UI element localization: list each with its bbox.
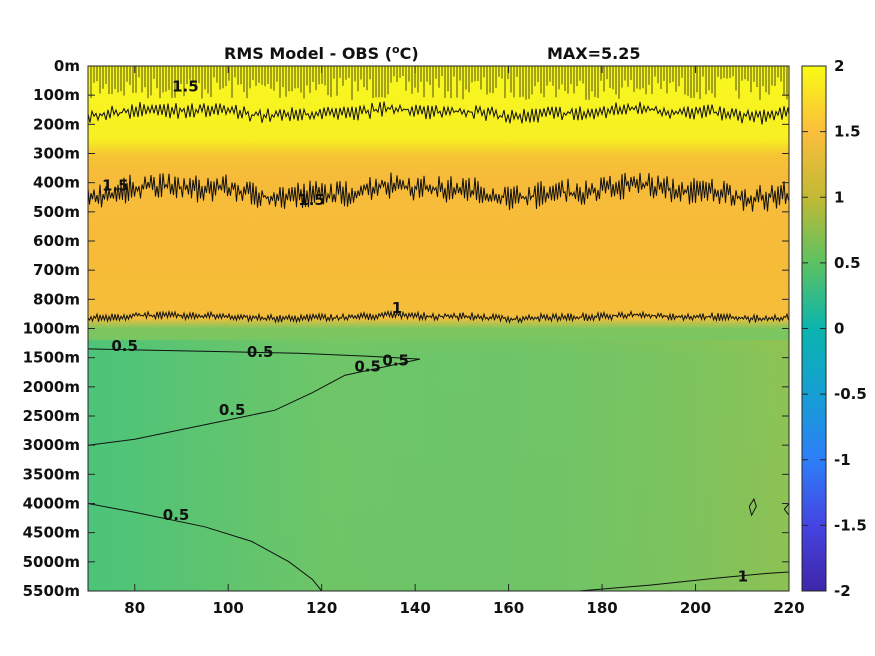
colorbar-tick-label: 1.5 xyxy=(834,123,861,141)
y-tick-label: 0m xyxy=(54,57,80,75)
y-tick-label: 1500m xyxy=(23,349,80,367)
y-tick-label: 5000m xyxy=(23,553,80,571)
colorbar-tick-label: 0.5 xyxy=(834,254,861,272)
y-tick-label: 2000m xyxy=(23,378,80,396)
contour-label: 0.5 xyxy=(163,506,190,524)
contour-1.5-mid xyxy=(88,172,789,212)
contour-label: 0.5 xyxy=(247,343,274,361)
x-tick-label: 140 xyxy=(399,599,430,617)
y-tick-label: 2500m xyxy=(23,407,80,425)
contour-label: 0.5 xyxy=(111,337,138,355)
contour-label: 1.5 xyxy=(102,177,129,195)
contour-1.5-shallow xyxy=(88,101,789,125)
contour-0.5-lower xyxy=(88,503,323,591)
y-axis: 0m 100m 200m 300m 400m 500m 600m 700m 800m 1000m 1… xyxy=(23,57,789,600)
y-tick-label: 800m xyxy=(33,290,80,308)
y-tick-label: 100m xyxy=(33,86,80,104)
colorbar-tick-label: 0 xyxy=(834,320,844,338)
chart-title: RMS Model - OBS (oC) xyxy=(224,43,419,63)
contour-labels: 1.51.51.510.5 0.50.5 0.50.50.51 xyxy=(102,77,748,585)
contour-label: 0.5 xyxy=(219,401,246,419)
y-tick-label: 300m xyxy=(33,145,80,163)
y-tick-label: 600m xyxy=(33,232,80,250)
contour-0.5-upper xyxy=(88,348,420,360)
y-tick-label: 200m xyxy=(33,115,80,133)
contour-label: 1 xyxy=(392,299,402,317)
x-tick-label: 180 xyxy=(586,599,617,617)
contour-label: 1 xyxy=(738,567,748,585)
colorbar-tick-label: 1 xyxy=(834,188,844,206)
contour-1.0-bottom xyxy=(578,571,789,591)
y-tick-label: 400m xyxy=(33,174,80,192)
x-tick-label: 80 xyxy=(124,599,145,617)
contour-label: 0.5 xyxy=(382,352,409,370)
contour-lines xyxy=(88,66,789,591)
colorbar-tick-label: -2 xyxy=(834,582,851,600)
y-tick-label: 3000m xyxy=(23,436,80,454)
x-tick-label: 200 xyxy=(680,599,711,617)
title-unit: C) xyxy=(400,44,419,63)
colorbar-tick-label: 2 xyxy=(834,57,844,75)
contour-label: 1.5 xyxy=(172,77,199,95)
plot-area: 1.51.51.510.5 0.50.5 0.50.50.51 xyxy=(87,65,790,592)
y-tick-label: 4000m xyxy=(23,495,80,513)
x-tick-label: 120 xyxy=(306,599,337,617)
colorbar-tick-label: -1 xyxy=(834,451,851,469)
y-tick-label: 700m xyxy=(33,261,80,279)
heatmap-deep-shading xyxy=(88,340,789,591)
contour-0.5-diagonal xyxy=(88,358,420,446)
y-tick-label: 1000m xyxy=(23,320,80,338)
contour-label: 0.5 xyxy=(354,357,381,375)
colorbar-tick-label: -1.5 xyxy=(834,516,867,534)
surface-streaks xyxy=(88,66,788,100)
x-tick-label: 220 xyxy=(773,599,804,617)
y-tick-label: 500m xyxy=(33,203,80,221)
colorbar: 2 1.5 1 0.5 0 -0.5 -1 -1.5 -2 xyxy=(801,57,867,600)
y-tick-label: 3500m xyxy=(23,465,80,483)
x-axis: 80 100 120 140 160 180 200 220 xyxy=(124,66,805,617)
x-tick-label: 100 xyxy=(213,599,244,617)
colorbar-tick-label: -0.5 xyxy=(834,385,867,403)
y-tick-label: 5500m xyxy=(23,582,80,600)
contour-1.0-island-b xyxy=(783,503,789,516)
contour-1.0-island-a xyxy=(748,497,757,517)
max-annotation: MAX=5.25 xyxy=(547,44,641,63)
colorbar-ticks: 2 1.5 1 0.5 0 -0.5 -1 -1.5 -2 xyxy=(802,57,867,600)
x-tick-label: 160 xyxy=(493,599,524,617)
title-superscript: o xyxy=(392,43,400,56)
contour-label: 1.5 xyxy=(298,191,325,209)
contour-1.0-mid xyxy=(88,309,789,325)
y-tick-label: 4500m xyxy=(23,524,80,542)
